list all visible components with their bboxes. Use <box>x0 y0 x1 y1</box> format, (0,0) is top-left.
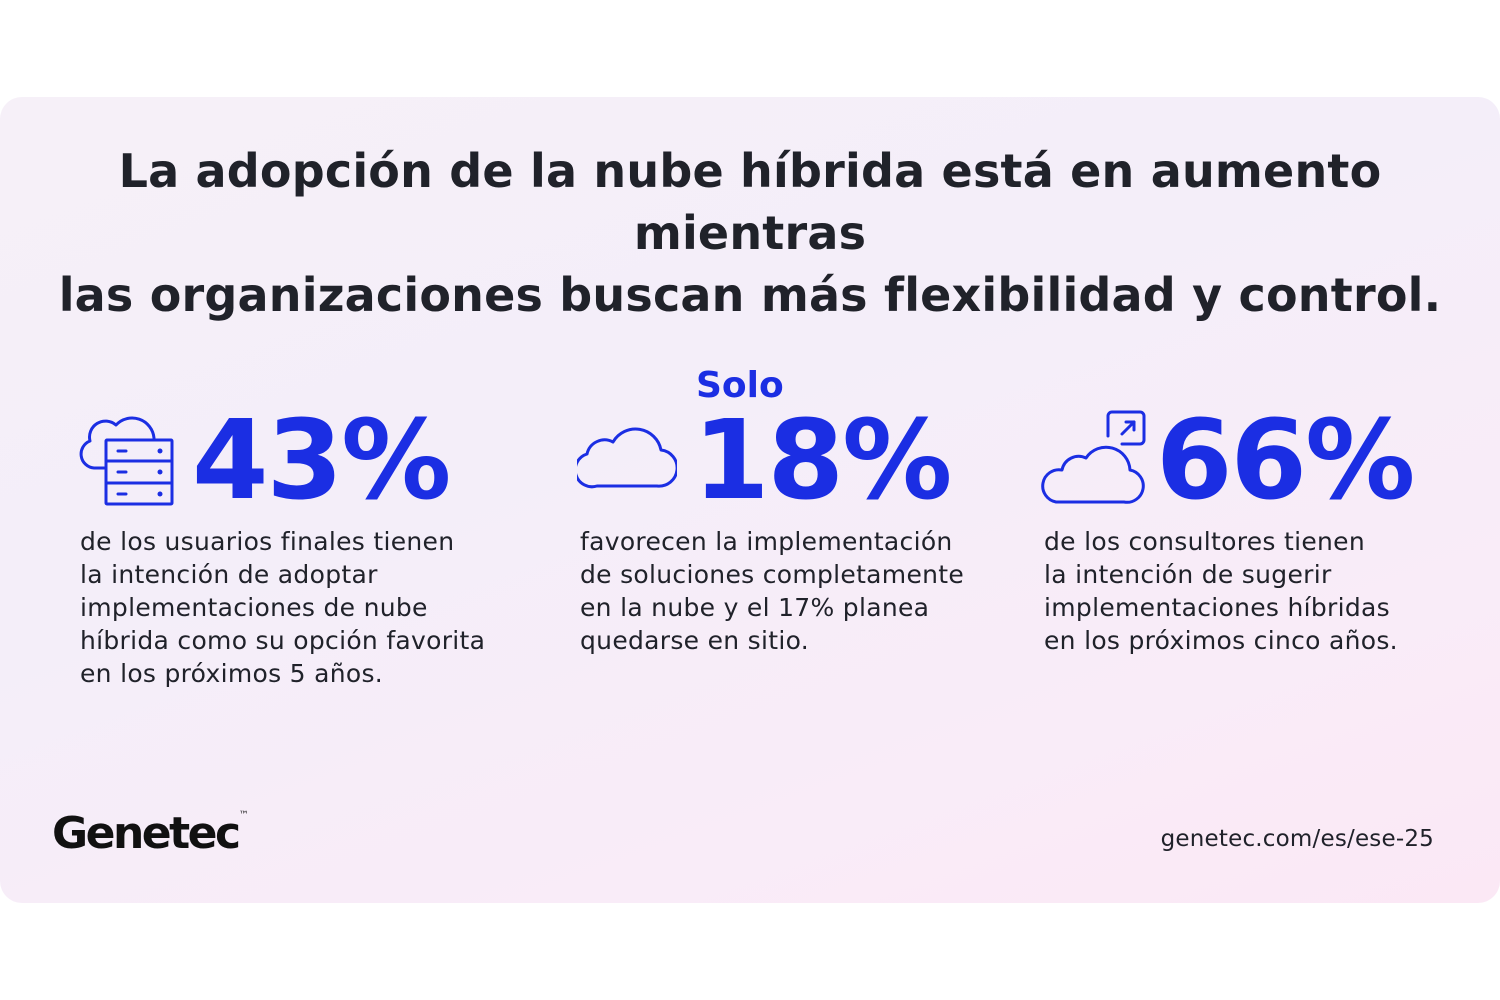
stat-description: de los consultores tienen la intención d… <box>1044 525 1398 657</box>
desc-line: de soluciones completamente <box>580 560 965 589</box>
headline-line-1: La adopción de la nube híbrida está en a… <box>118 144 1382 260</box>
desc-line: implementaciones de nube <box>80 593 428 622</box>
infographic-card <box>0 97 1500 903</box>
headline-line-2: las organizaciones buscan más flexibilid… <box>58 268 1442 322</box>
desc-line: de los consultores tienen <box>1044 527 1365 556</box>
desc-line: de los usuarios finales tienen <box>80 527 455 556</box>
logo-text: Genetec <box>52 808 241 859</box>
desc-line: implementaciones híbridas <box>1044 593 1390 622</box>
desc-line: en los próximos cinco años. <box>1044 626 1398 655</box>
desc-line: en la nube y el 17% planea <box>580 593 930 622</box>
desc-line: la intención de sugerir <box>1044 560 1332 589</box>
stat-description: de los usuarios finales tienen la intenc… <box>80 525 485 690</box>
trademark-symbol: ™ <box>238 810 249 822</box>
desc-line: en los próximos 5 años. <box>80 659 384 688</box>
stat-prefix: Solo <box>696 365 784 406</box>
headline: La adopción de la nube híbrida está en a… <box>0 140 1500 326</box>
stat-description: favorecen la implementación de solucione… <box>580 525 964 657</box>
footer-url: genetec.com/es/ese-25 <box>1160 826 1434 852</box>
desc-line: la intención de adoptar <box>80 560 378 589</box>
stat-value: 18% <box>693 396 952 524</box>
genetec-logo: Genetec™ <box>52 808 249 859</box>
stat-value: 66% <box>1156 396 1415 524</box>
stat-value: 43% <box>192 396 451 524</box>
desc-line: híbrida como su opción favorita <box>80 626 486 655</box>
desc-line: quedarse en sitio. <box>580 626 810 655</box>
cloud-server-icon <box>79 416 174 506</box>
cloud-arrow-icon <box>1041 410 1146 504</box>
desc-line: favorecen la implementación <box>580 527 953 556</box>
cloud-icon <box>577 427 677 489</box>
